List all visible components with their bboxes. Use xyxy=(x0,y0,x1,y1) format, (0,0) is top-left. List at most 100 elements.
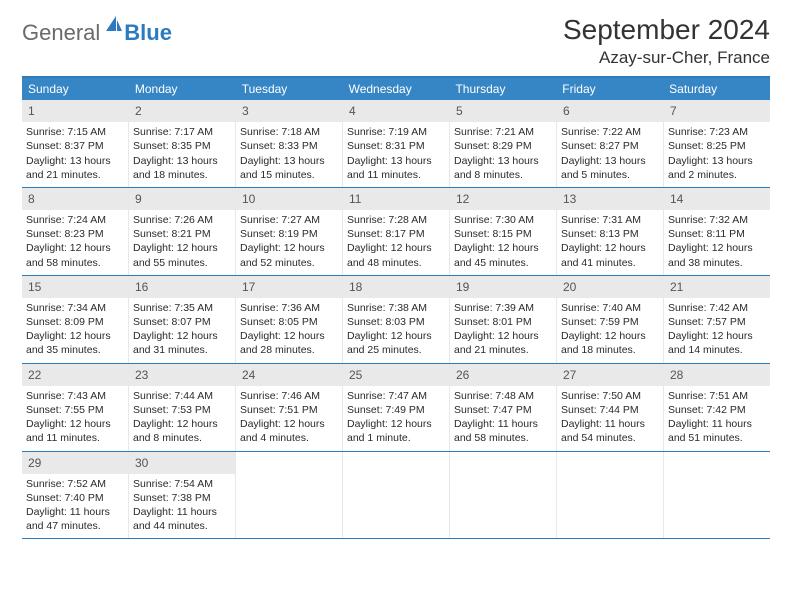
daylight-line: Daylight: 13 hours and 8 minutes. xyxy=(454,154,552,182)
daylight-line: Daylight: 12 hours and 14 minutes. xyxy=(668,329,766,357)
daylight-line: Daylight: 12 hours and 38 minutes. xyxy=(668,241,766,269)
daylight-line: Daylight: 12 hours and 41 minutes. xyxy=(561,241,659,269)
day-body: Sunrise: 7:30 AMSunset: 8:15 PMDaylight:… xyxy=(450,210,556,275)
day-number: 10 xyxy=(236,188,342,210)
day-body: Sunrise: 7:34 AMSunset: 8:09 PMDaylight:… xyxy=(22,298,128,363)
daylight-line: Daylight: 12 hours and 55 minutes. xyxy=(133,241,231,269)
day-body: Sunrise: 7:28 AMSunset: 8:17 PMDaylight:… xyxy=(343,210,449,275)
day-number: 3 xyxy=(236,100,342,122)
daylight-line: Daylight: 13 hours and 21 minutes. xyxy=(26,154,124,182)
sunset-line: Sunset: 7:49 PM xyxy=(347,403,445,417)
day-body: Sunrise: 7:32 AMSunset: 8:11 PMDaylight:… xyxy=(664,210,770,275)
sunset-line: Sunset: 7:40 PM xyxy=(26,491,124,505)
day-number: 12 xyxy=(450,188,556,210)
day-cell: 4Sunrise: 7:19 AMSunset: 8:31 PMDaylight… xyxy=(343,100,450,187)
day-body: Sunrise: 7:23 AMSunset: 8:25 PMDaylight:… xyxy=(664,122,770,187)
day-cell: 14Sunrise: 7:32 AMSunset: 8:11 PMDayligh… xyxy=(664,188,770,275)
sunrise-line: Sunrise: 7:18 AM xyxy=(240,125,338,139)
day-cell: 20Sunrise: 7:40 AMSunset: 7:59 PMDayligh… xyxy=(557,276,664,363)
sunset-line: Sunset: 8:31 PM xyxy=(347,139,445,153)
day-cell: 17Sunrise: 7:36 AMSunset: 8:05 PMDayligh… xyxy=(236,276,343,363)
day-number: 1 xyxy=(22,100,128,122)
sunset-line: Sunset: 8:13 PM xyxy=(561,227,659,241)
daylight-line: Daylight: 12 hours and 21 minutes. xyxy=(454,329,552,357)
sunrise-line: Sunrise: 7:15 AM xyxy=(26,125,124,139)
day-number: 2 xyxy=(129,100,235,122)
daylight-line: Daylight: 12 hours and 28 minutes. xyxy=(240,329,338,357)
sunrise-line: Sunrise: 7:39 AM xyxy=(454,301,552,315)
daylight-line: Daylight: 12 hours and 18 minutes. xyxy=(561,329,659,357)
daylight-line: Daylight: 12 hours and 35 minutes. xyxy=(26,329,124,357)
day-cell: 25Sunrise: 7:47 AMSunset: 7:49 PMDayligh… xyxy=(343,364,450,451)
daylight-line: Daylight: 11 hours and 58 minutes. xyxy=(454,417,552,445)
dow-cell: Friday xyxy=(556,78,663,100)
dow-cell: Monday xyxy=(129,78,236,100)
daylight-line: Daylight: 11 hours and 54 minutes. xyxy=(561,417,659,445)
day-cell: 28Sunrise: 7:51 AMSunset: 7:42 PMDayligh… xyxy=(664,364,770,451)
sunrise-line: Sunrise: 7:50 AM xyxy=(561,389,659,403)
day-cell: 3Sunrise: 7:18 AMSunset: 8:33 PMDaylight… xyxy=(236,100,343,187)
day-number: 15 xyxy=(22,276,128,298)
daylight-line: Daylight: 13 hours and 11 minutes. xyxy=(347,154,445,182)
day-body: Sunrise: 7:44 AMSunset: 7:53 PMDaylight:… xyxy=(129,386,235,451)
sunset-line: Sunset: 8:09 PM xyxy=(26,315,124,329)
daylight-line: Daylight: 13 hours and 5 minutes. xyxy=(561,154,659,182)
dow-cell: Wednesday xyxy=(343,78,450,100)
month-title: September 2024 xyxy=(563,14,770,46)
sunrise-line: Sunrise: 7:34 AM xyxy=(26,301,124,315)
sunset-line: Sunset: 8:01 PM xyxy=(454,315,552,329)
day-cell: . xyxy=(343,452,450,539)
header: General Blue September 2024 Azay-sur-Che… xyxy=(22,14,770,68)
sunset-line: Sunset: 8:29 PM xyxy=(454,139,552,153)
day-body: Sunrise: 7:51 AMSunset: 7:42 PMDaylight:… xyxy=(664,386,770,451)
day-number: 4 xyxy=(343,100,449,122)
day-number: 24 xyxy=(236,364,342,386)
day-body: Sunrise: 7:48 AMSunset: 7:47 PMDaylight:… xyxy=(450,386,556,451)
day-number: 28 xyxy=(664,364,770,386)
sunrise-line: Sunrise: 7:48 AM xyxy=(454,389,552,403)
sunset-line: Sunset: 7:47 PM xyxy=(454,403,552,417)
day-cell: 12Sunrise: 7:30 AMSunset: 8:15 PMDayligh… xyxy=(450,188,557,275)
sunset-line: Sunset: 8:07 PM xyxy=(133,315,231,329)
day-body: Sunrise: 7:54 AMSunset: 7:38 PMDaylight:… xyxy=(129,474,235,539)
sunrise-line: Sunrise: 7:31 AM xyxy=(561,213,659,227)
day-body: Sunrise: 7:35 AMSunset: 8:07 PMDaylight:… xyxy=(129,298,235,363)
daylight-line: Daylight: 12 hours and 11 minutes. xyxy=(26,417,124,445)
day-cell: 24Sunrise: 7:46 AMSunset: 7:51 PMDayligh… xyxy=(236,364,343,451)
day-body: Sunrise: 7:40 AMSunset: 7:59 PMDaylight:… xyxy=(557,298,663,363)
day-cell: 13Sunrise: 7:31 AMSunset: 8:13 PMDayligh… xyxy=(557,188,664,275)
sunset-line: Sunset: 8:21 PM xyxy=(133,227,231,241)
day-number: 17 xyxy=(236,276,342,298)
location: Azay-sur-Cher, France xyxy=(563,48,770,68)
day-body: Sunrise: 7:31 AMSunset: 8:13 PMDaylight:… xyxy=(557,210,663,275)
sunrise-line: Sunrise: 7:47 AM xyxy=(347,389,445,403)
sunrise-line: Sunrise: 7:17 AM xyxy=(133,125,231,139)
sunset-line: Sunset: 8:17 PM xyxy=(347,227,445,241)
daylight-line: Daylight: 12 hours and 52 minutes. xyxy=(240,241,338,269)
logo: General Blue xyxy=(22,14,172,46)
sunrise-line: Sunrise: 7:27 AM xyxy=(240,213,338,227)
title-block: September 2024 Azay-sur-Cher, France xyxy=(563,14,770,68)
day-number: 16 xyxy=(129,276,235,298)
day-body: Sunrise: 7:50 AMSunset: 7:44 PMDaylight:… xyxy=(557,386,663,451)
daylight-line: Daylight: 12 hours and 4 minutes. xyxy=(240,417,338,445)
daylight-line: Daylight: 13 hours and 15 minutes. xyxy=(240,154,338,182)
sunrise-line: Sunrise: 7:44 AM xyxy=(133,389,231,403)
daylight-line: Daylight: 13 hours and 2 minutes. xyxy=(668,154,766,182)
day-body: Sunrise: 7:26 AMSunset: 8:21 PMDaylight:… xyxy=(129,210,235,275)
day-body: Sunrise: 7:47 AMSunset: 7:49 PMDaylight:… xyxy=(343,386,449,451)
calendar: SundayMondayTuesdayWednesdayThursdayFrid… xyxy=(22,76,770,539)
day-number: 9 xyxy=(129,188,235,210)
day-body: Sunrise: 7:38 AMSunset: 8:03 PMDaylight:… xyxy=(343,298,449,363)
day-cell: 2Sunrise: 7:17 AMSunset: 8:35 PMDaylight… xyxy=(129,100,236,187)
sunset-line: Sunset: 7:55 PM xyxy=(26,403,124,417)
sunset-line: Sunset: 7:44 PM xyxy=(561,403,659,417)
sunset-line: Sunset: 7:53 PM xyxy=(133,403,231,417)
sunrise-line: Sunrise: 7:46 AM xyxy=(240,389,338,403)
day-cell: 11Sunrise: 7:28 AMSunset: 8:17 PMDayligh… xyxy=(343,188,450,275)
day-body: Sunrise: 7:22 AMSunset: 8:27 PMDaylight:… xyxy=(557,122,663,187)
day-cell: . xyxy=(557,452,664,539)
day-cell: 1Sunrise: 7:15 AMSunset: 8:37 PMDaylight… xyxy=(22,100,129,187)
sunset-line: Sunset: 8:15 PM xyxy=(454,227,552,241)
sunrise-line: Sunrise: 7:38 AM xyxy=(347,301,445,315)
